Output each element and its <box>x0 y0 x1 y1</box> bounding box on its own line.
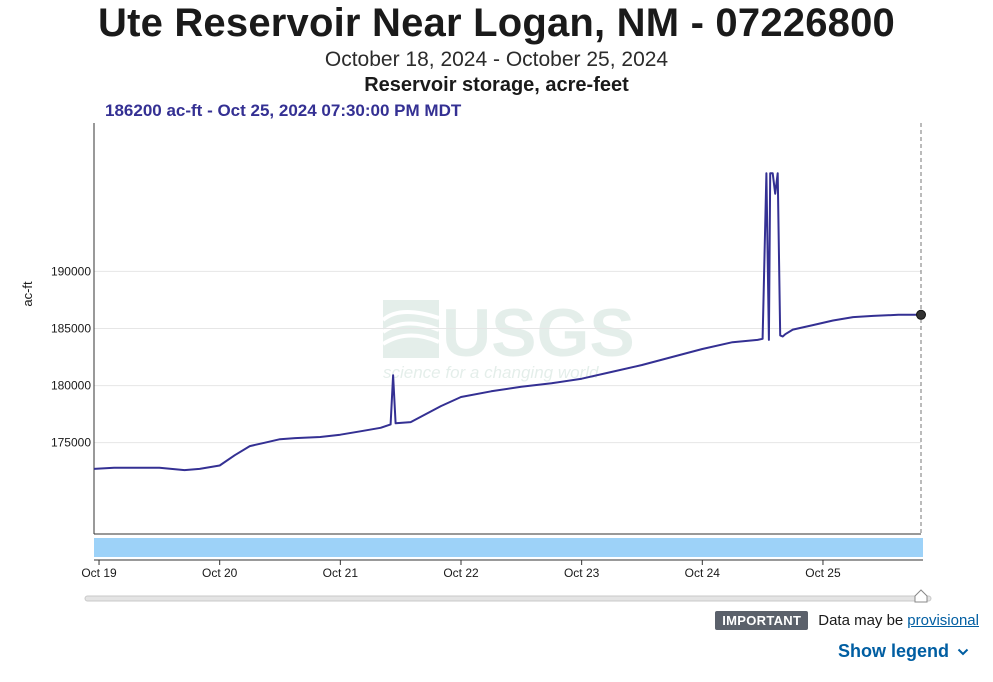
usgs-watermark: USGS science for a changing world <box>381 295 635 382</box>
zoom-slider-handle[interactable] <box>914 589 928 603</box>
show-legend-label: Show legend <box>837 641 949 661</box>
cursor-point <box>916 309 926 320</box>
x-tick-label: Oct 25 <box>805 566 841 580</box>
provisional-notice: IMPORTANT Data may be provisional <box>715 611 979 630</box>
y-tick-label: 190000 <box>51 264 91 278</box>
provisional-link[interactable]: provisional <box>907 612 979 629</box>
x-tick-label: Oct 23 <box>564 566 600 580</box>
chart-title: Ute Reservoir Near Logan, NM - 07226800 <box>97 1 896 45</box>
x-tick-label: Oct 22 <box>443 566 479 580</box>
important-badge: IMPORTANT <box>715 611 809 630</box>
cursor-readout: 186200 ac-ft - Oct 25, 2024 07:30:00 PM … <box>105 101 462 120</box>
y-tick-label: 180000 <box>51 379 91 393</box>
brush-area[interactable] <box>94 538 923 557</box>
y-tick-label: 175000 <box>51 436 91 450</box>
notice-text: Data may be <box>818 612 904 629</box>
x-tick-label: Oct 20 <box>202 566 238 580</box>
x-tick-label: Oct 21 <box>323 566 359 580</box>
chevron-down-icon <box>957 648 969 655</box>
parameter-name: Reservoir storage, acre-feet <box>364 74 629 96</box>
y-gridlines <box>94 270 921 444</box>
zoom-slider-track[interactable] <box>84 595 932 602</box>
x-tick-label: Oct 24 <box>685 566 721 580</box>
show-legend-button[interactable]: Show legend <box>838 641 969 662</box>
y-axis-label: ac-ft <box>20 281 35 307</box>
y-tick-label: 185000 <box>51 322 91 336</box>
x-tick-label: Oct 19 <box>81 566 117 580</box>
svg-text:science for a changing world: science for a changing world <box>383 363 599 382</box>
series-line <box>93 172 921 472</box>
date-range: October 18, 2024 - October 25, 2024 <box>324 48 669 71</box>
svg-text:USGS: USGS <box>442 295 635 371</box>
